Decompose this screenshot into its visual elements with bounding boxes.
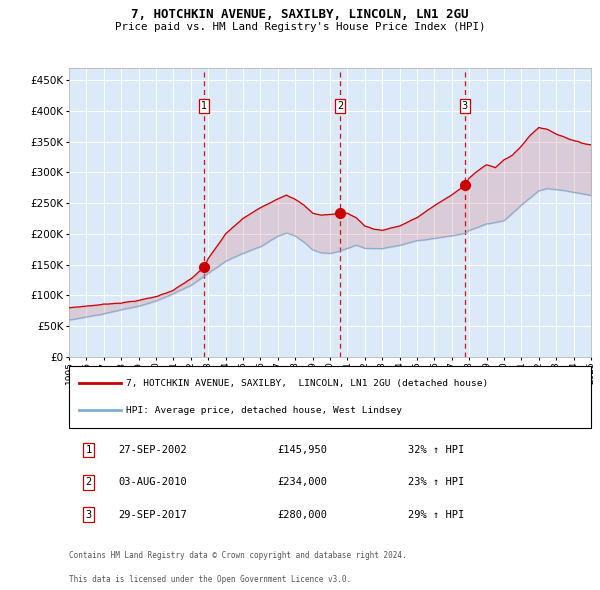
Text: 03-AUG-2010: 03-AUG-2010 (119, 477, 187, 487)
Text: 29-SEP-2017: 29-SEP-2017 (119, 510, 187, 520)
Text: 23% ↑ HPI: 23% ↑ HPI (409, 477, 464, 487)
FancyBboxPatch shape (69, 366, 591, 428)
Text: 2: 2 (86, 477, 92, 487)
Text: 32% ↑ HPI: 32% ↑ HPI (409, 445, 464, 455)
Text: 27-SEP-2002: 27-SEP-2002 (119, 445, 187, 455)
Text: This data is licensed under the Open Government Licence v3.0.: This data is licensed under the Open Gov… (69, 575, 351, 584)
Text: 7, HOTCHKIN AVENUE, SAXILBY,  LINCOLN, LN1 2GU (detached house): 7, HOTCHKIN AVENUE, SAXILBY, LINCOLN, LN… (127, 379, 488, 388)
Text: 3: 3 (86, 510, 92, 520)
Text: 1: 1 (86, 445, 92, 455)
Text: 29% ↑ HPI: 29% ↑ HPI (409, 510, 464, 520)
Text: HPI: Average price, detached house, West Lindsey: HPI: Average price, detached house, West… (127, 406, 403, 415)
Text: 7, HOTCHKIN AVENUE, SAXILBY, LINCOLN, LN1 2GU: 7, HOTCHKIN AVENUE, SAXILBY, LINCOLN, LN… (131, 8, 469, 21)
Text: £234,000: £234,000 (278, 477, 328, 487)
Text: £145,950: £145,950 (278, 445, 328, 455)
Text: 3: 3 (462, 101, 468, 111)
Text: £280,000: £280,000 (278, 510, 328, 520)
Text: Contains HM Land Registry data © Crown copyright and database right 2024.: Contains HM Land Registry data © Crown c… (69, 552, 407, 560)
Text: 2: 2 (337, 101, 343, 111)
Text: Price paid vs. HM Land Registry's House Price Index (HPI): Price paid vs. HM Land Registry's House … (115, 22, 485, 31)
Text: 1: 1 (201, 101, 207, 111)
